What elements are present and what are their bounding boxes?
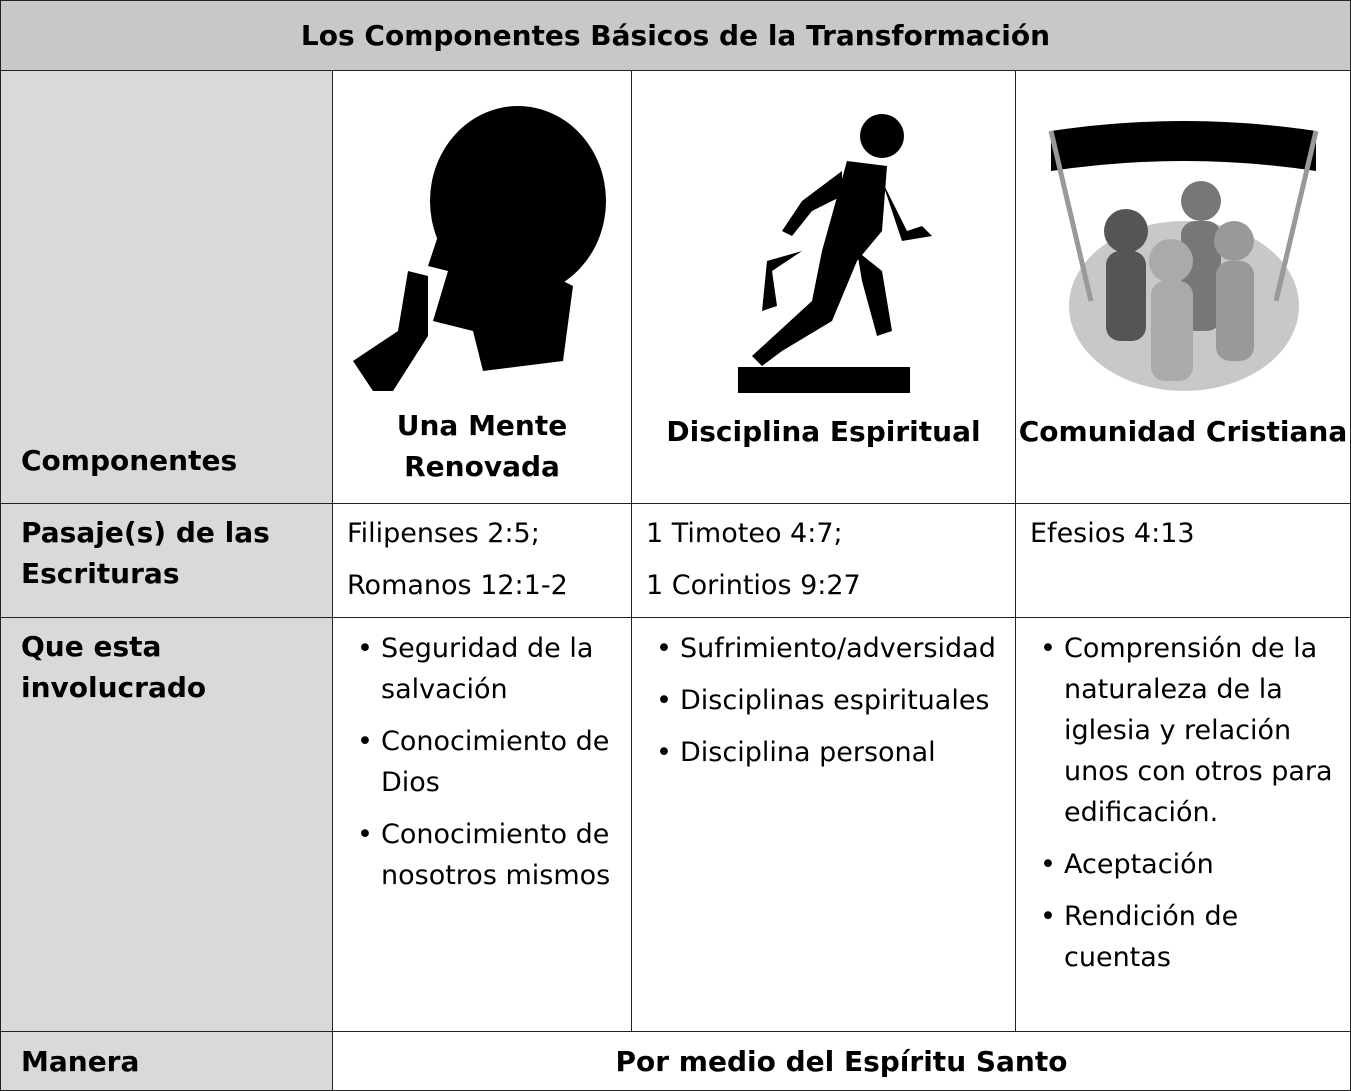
involved-cell: Sufrimiento/adversidad Disciplinas espir…	[631, 617, 1016, 1032]
passage: 1 Corintios 9:27	[646, 570, 861, 601]
column-header: Disciplina Espiritual	[666, 415, 981, 448]
table-title: Los Componentes Básicos de la Transforma…	[0, 0, 1351, 71]
passage-cell: Efesios 4:13	[1015, 503, 1351, 618]
passage: Efesios 4:13	[1030, 518, 1195, 549]
column-header: Comunidad Cristiana	[1018, 415, 1348, 448]
bullet-item: Sufrimiento/adversidad	[656, 628, 1007, 669]
row-label-cell: Pasaje(s) de las Escrituras	[0, 503, 333, 618]
bullet-list: Seguridad de la salvación Conocimiento d…	[333, 618, 631, 896]
bullet-item: Disciplinas espirituales	[656, 680, 1007, 721]
header-label: Componentes	[21, 444, 238, 477]
column-cell: Disciplina Espiritual	[631, 70, 1016, 504]
bullet-item: Aceptación	[1040, 844, 1342, 885]
bullet-item: Disciplina personal	[656, 732, 1007, 773]
involved-cell: Seguridad de la salvación Conocimiento d…	[332, 617, 632, 1032]
column-header: Una Mente Renovada	[396, 409, 568, 483]
passage: Filipenses 2:5;	[347, 518, 540, 549]
row-label: Manera	[21, 1045, 140, 1078]
bullet-item: Seguridad de la salvación	[357, 628, 623, 710]
bullet-item: Conocimiento de Dios	[357, 721, 623, 803]
bullet-item: Comprensión de la naturaleza de la igles…	[1040, 628, 1342, 833]
header-label-cell: Componentes	[0, 70, 333, 504]
bullet-list: Sufrimiento/adversidad Disciplinas espir…	[632, 618, 1015, 773]
row-label-cell: Manera	[0, 1031, 333, 1091]
row-label: Que esta involucrado	[21, 630, 207, 704]
bullet-item: Conocimiento de nosotros mismos	[357, 814, 623, 896]
community-icon	[1048, 121, 1319, 391]
involved-cell: Comprensión de la naturaleza de la igles…	[1015, 617, 1351, 1032]
row-label: Pasaje(s) de las Escrituras	[21, 516, 270, 590]
column-cell: Una Mente Renovada	[332, 70, 632, 504]
runner-icon	[738, 114, 932, 393]
passage: 1 Timoteo 4:7;	[646, 518, 843, 549]
thinking-head-icon	[353, 106, 606, 391]
row-label-cell: Que esta involucrado	[0, 617, 333, 1032]
bullet-item: Rendición de cuentas	[1040, 896, 1342, 978]
passage-cell: Filipenses 2:5; Romanos 12:1-2	[332, 503, 632, 618]
passage: Romanos 12:1-2	[347, 570, 568, 601]
passage-cell: 1 Timoteo 4:7; 1 Corintios 9:27	[631, 503, 1016, 618]
manner-value: Por medio del Espíritu Santo	[332, 1031, 1351, 1091]
column-cell: Comunidad Cristiana	[1015, 70, 1351, 504]
bullet-list: Comprensión de la naturaleza de la igles…	[1016, 618, 1350, 978]
